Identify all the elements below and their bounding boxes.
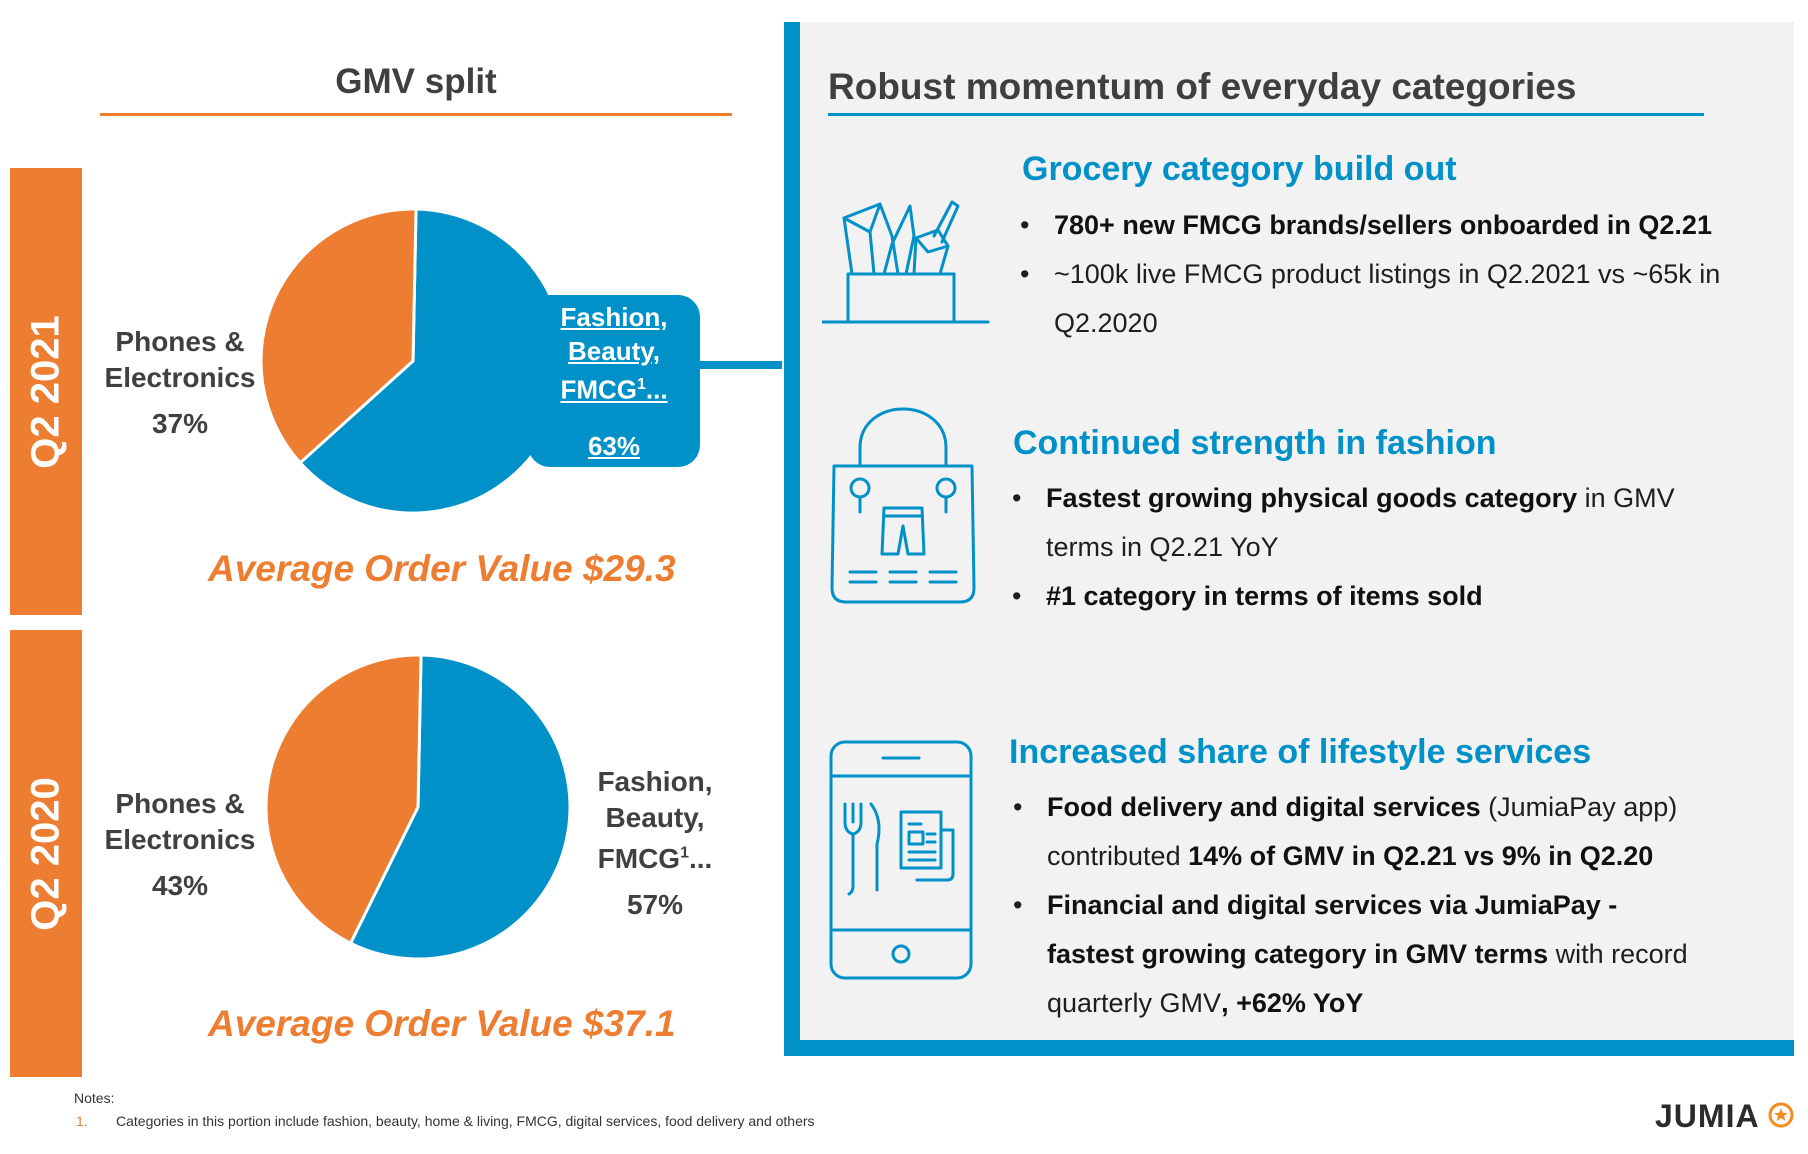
- logo-star-icon: [1768, 1102, 1794, 1128]
- quarter-tab-q2-2021: Q2 2021: [10, 168, 82, 615]
- section-heading-grocery: Grocery category build out: [1022, 150, 1457, 188]
- grocery-bag-icon: [822, 200, 990, 324]
- pie-label-phones-2021: Phones & Electronics 37%: [90, 324, 270, 442]
- gmv-split-title: GMV split: [335, 62, 497, 101]
- lifestyle-bullet-1: Food delivery and digital services (Jumi…: [1011, 783, 1771, 881]
- pie-chart-q2-2021: [259, 207, 567, 515]
- quarter-tab-q2-2020: Q2 2020: [10, 630, 82, 1077]
- notes-label: Notes:: [74, 1090, 115, 1106]
- pie-value-fashion-2020: 57%: [626, 889, 684, 921]
- phone-food-icon: [829, 740, 973, 980]
- pie-value-phones-2020: 43%: [151, 870, 209, 901]
- pie-value-phones-2021: 37%: [151, 408, 209, 439]
- phones-label-line2: Electronics: [104, 362, 256, 393]
- pie-label-phones-2020: Phones & Electronics 43%: [90, 786, 270, 904]
- callout-line1: Fashion,: [560, 302, 668, 332]
- fashion-label-line3: FMCG1...: [597, 843, 713, 875]
- callout-line2: Beauty,: [568, 336, 660, 366]
- pie-slice-fashion: [348, 653, 572, 961]
- fashion-bullet-2: #1 category in terms of items sold: [1010, 572, 1770, 621]
- callout-connector: [700, 361, 782, 369]
- grocery-bullets: 780+ new FMCG brands/sellers onboarded i…: [1018, 201, 1768, 348]
- grocery-bullet-2: ~100k live FMCG product listings in Q2.2…: [1018, 250, 1768, 348]
- note-text: Categories in this portion include fashi…: [116, 1113, 815, 1129]
- pie-slice-phones: [259, 207, 418, 465]
- grocery-bullet-1: 780+ new FMCG brands/sellers onboarded i…: [1018, 201, 1768, 250]
- panel-title-underline: [828, 113, 1704, 116]
- fashion-callout-box-2021[interactable]: Fashion, Beauty, FMCG1... 63%: [528, 295, 700, 467]
- aov-2020: Average Order Value $37.1: [208, 1003, 676, 1044]
- logo-text: JUMIA: [1655, 1098, 1759, 1134]
- fashion-label-line2: Beauty,: [605, 802, 705, 833]
- gmv-title-underline: [100, 113, 732, 116]
- pie-chart-q2-2020: [264, 653, 572, 961]
- pie-slice-phones: [264, 653, 423, 946]
- jumia-logo: JUMIA: [1655, 1098, 1794, 1135]
- section-heading-lifestyle: Increased share of lifestyle services: [1009, 733, 1592, 771]
- fashion-label-line1: Fashion,: [597, 766, 713, 797]
- phones-label-line1: Phones &: [115, 788, 245, 819]
- note-number: 1.: [76, 1113, 88, 1129]
- aov-2021: Average Order Value $29.3: [208, 548, 676, 589]
- fashion-bullet-1: Fastest growing physical goods category …: [1010, 474, 1770, 572]
- lifestyle-bullets: Food delivery and digital services (Jumi…: [1011, 783, 1771, 1028]
- callout-line3: FMCG1...: [560, 374, 668, 405]
- quarter-label-q2-2021: Q2 2021: [23, 314, 68, 469]
- shopping-bag-icon: [830, 407, 976, 604]
- phones-label-line1: Phones &: [115, 326, 245, 357]
- lifestyle-bullet-2: Financial and digital services via Jumia…: [1011, 881, 1771, 1028]
- pie-value-fashion-2021: 63%: [587, 430, 641, 461]
- phones-label-line2: Electronics: [104, 824, 256, 855]
- quarter-label-q2-2020: Q2 2020: [23, 776, 68, 931]
- pie-label-fashion-2020: Fashion, Beauty, FMCG1... 57%: [580, 764, 730, 923]
- section-heading-fashion: Continued strength in fashion: [1013, 424, 1497, 462]
- fashion-bullets: Fastest growing physical goods category …: [1010, 474, 1770, 621]
- panel-title: Robust momentum of everyday categories: [828, 66, 1577, 107]
